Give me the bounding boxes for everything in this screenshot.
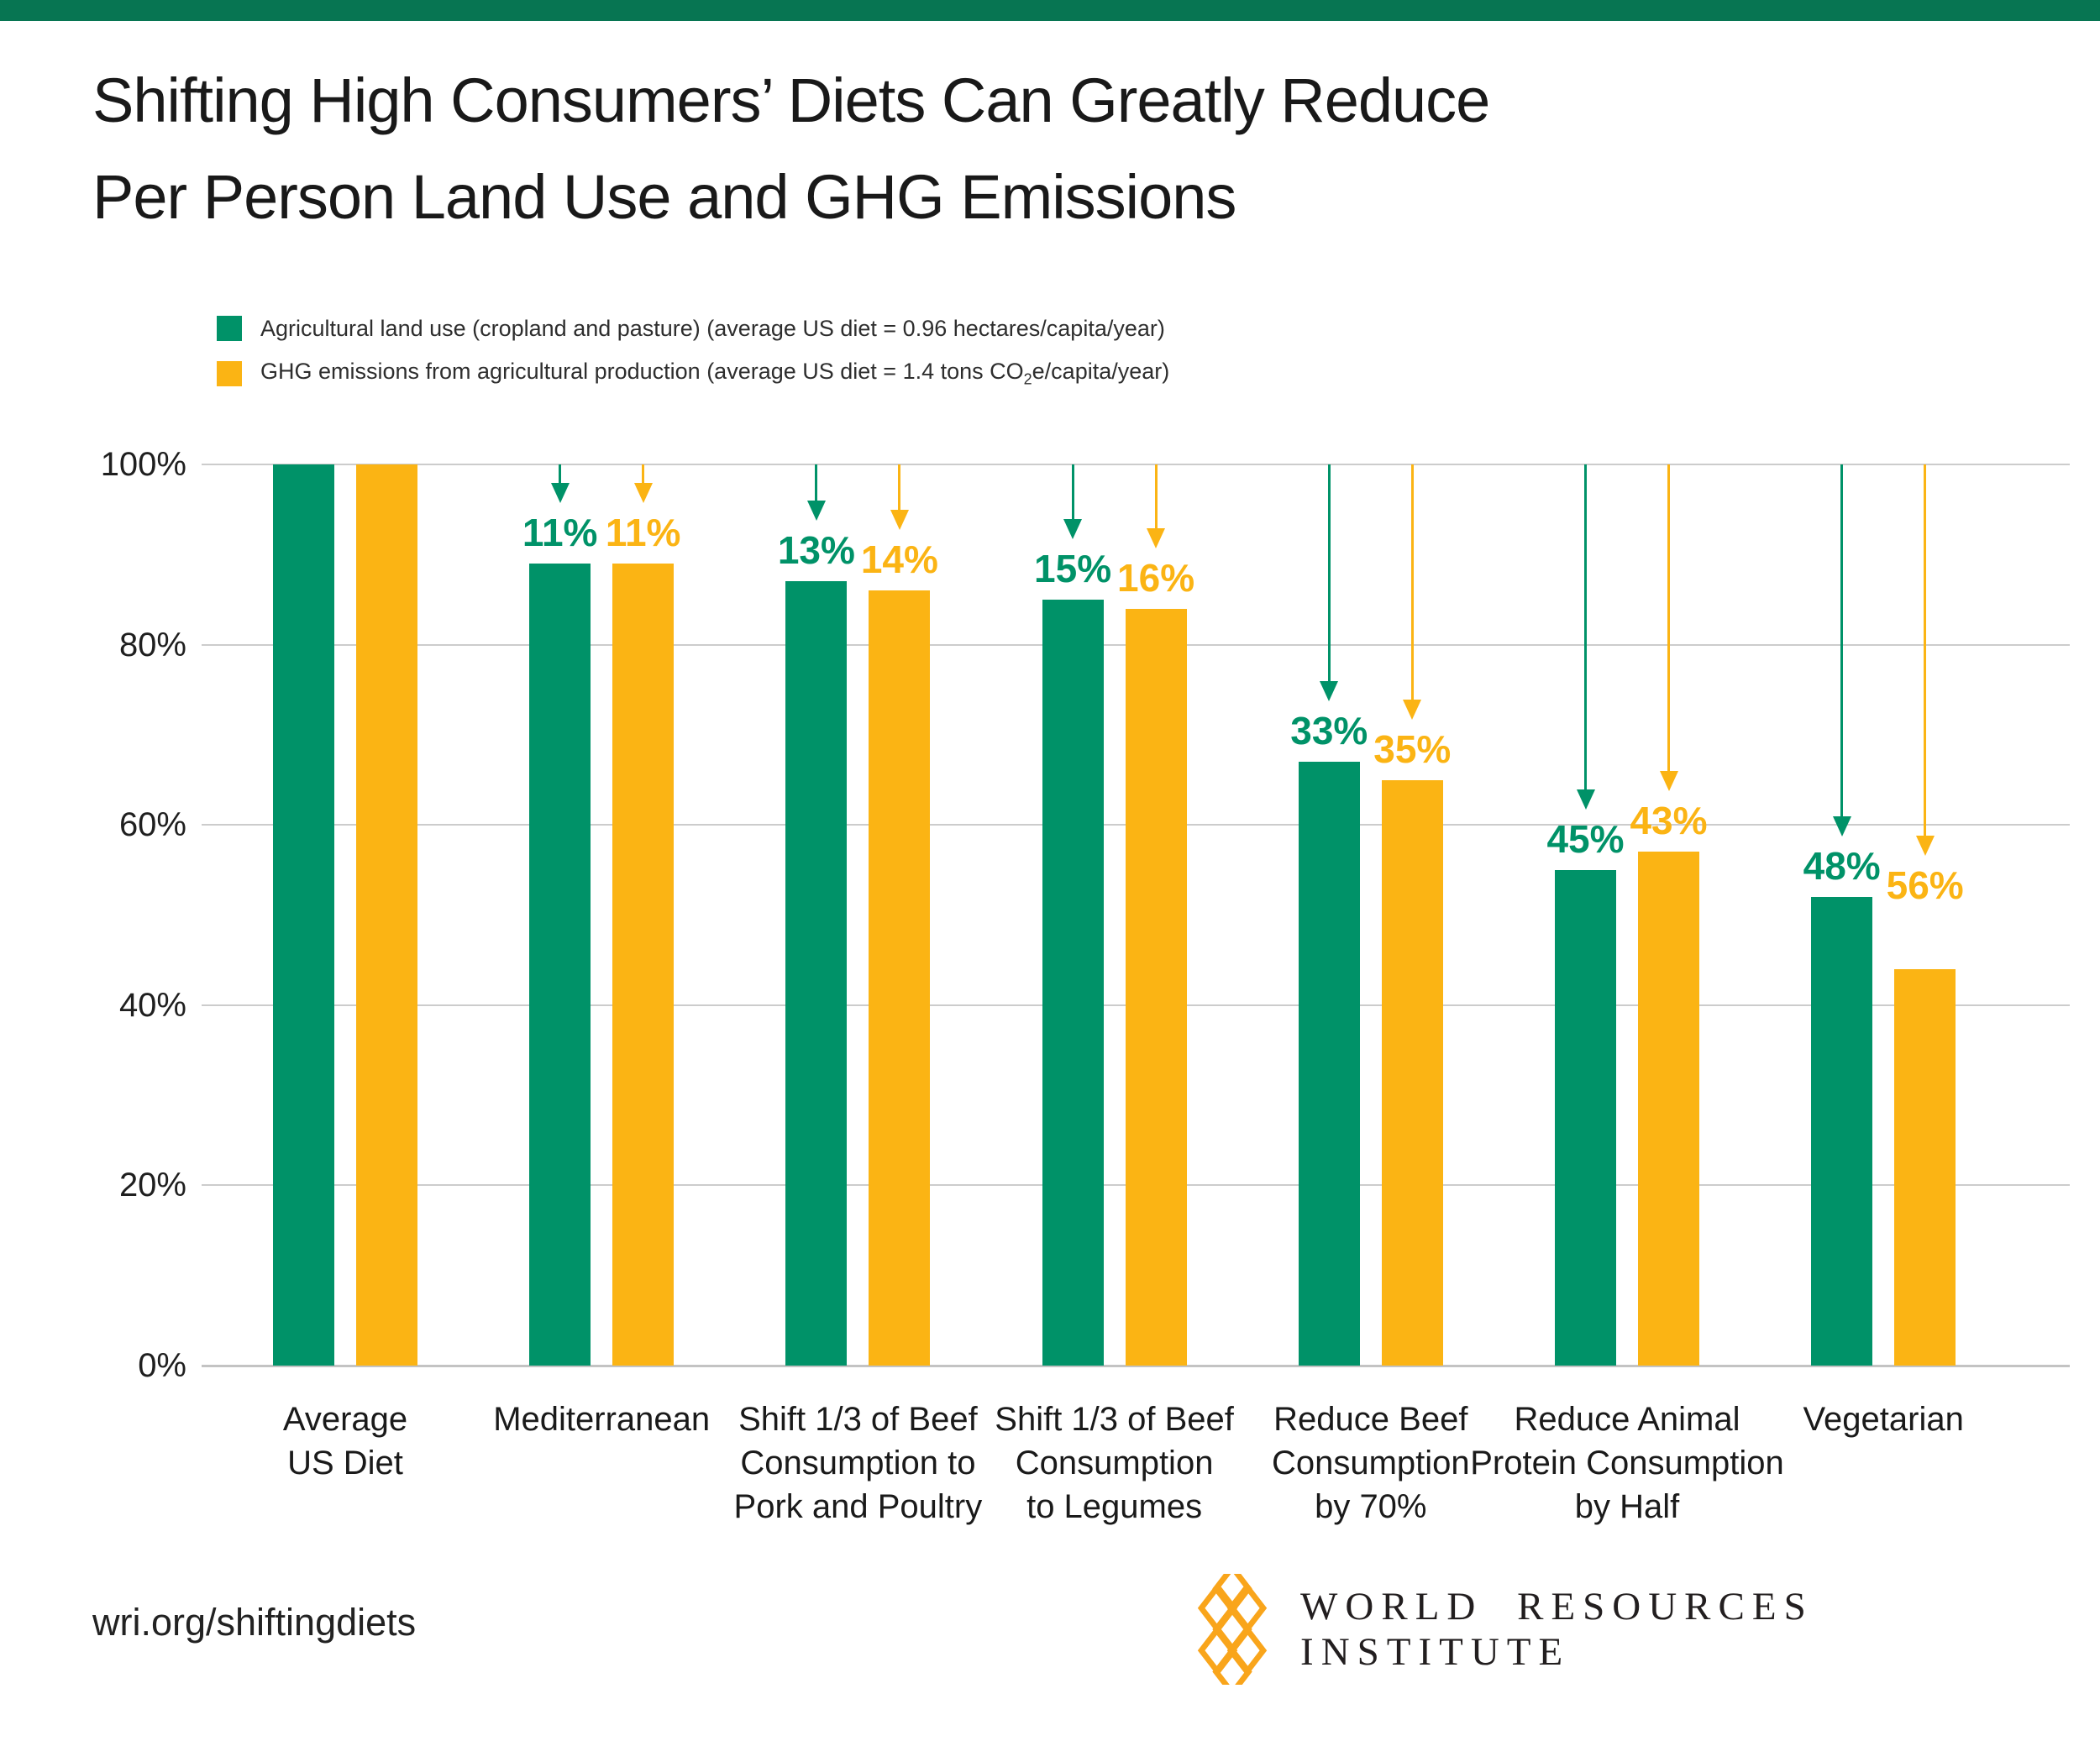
bar-ghg-6 bbox=[1638, 852, 1699, 1366]
bar-ghg-2 bbox=[612, 564, 675, 1366]
reduction-label-35%: 35% bbox=[1373, 726, 1452, 771]
bar-land-use-2 bbox=[529, 564, 591, 1366]
legend-item-land-use: Agricultural land use (cropland and past… bbox=[217, 314, 1169, 343]
y-axis-label-40: 40% bbox=[118, 986, 186, 1024]
bar-land-use-5 bbox=[1298, 762, 1360, 1366]
reduction-arrow-head bbox=[633, 483, 653, 504]
source-url: wri.org/shiftingdiets bbox=[92, 1601, 417, 1644]
category-label-6: Reduce Animal Protein Consumption by Hal… bbox=[1470, 1401, 1784, 1525]
category-label-1: Average US Diet bbox=[282, 1401, 408, 1481]
bar-land-use-7 bbox=[1811, 897, 1873, 1366]
reduction-label-15%: 15% bbox=[1034, 546, 1112, 590]
category-label-2: Mediterranean bbox=[493, 1401, 711, 1438]
reduction-arrow-line bbox=[1154, 464, 1158, 533]
wri-logo: WORLD RESOURCES INSTITUTE bbox=[1194, 1574, 2100, 1685]
reduction-arrow-line bbox=[1327, 464, 1331, 687]
reduction-arrow-head bbox=[1832, 816, 1851, 837]
wri-logo-diamond-icon bbox=[1197, 1574, 1268, 1685]
legend-label-ghg-pre: GHG emissions from agricultural producti… bbox=[260, 359, 1024, 385]
reduction-arrow-line bbox=[642, 464, 645, 489]
reduction-arrow-line bbox=[1667, 464, 1670, 777]
legend-swatch-yellow bbox=[217, 361, 242, 386]
x-axis-baseline bbox=[202, 1365, 2070, 1367]
bar-ghg-1 bbox=[356, 464, 417, 1366]
wri-logo-text: WORLD RESOURCES INSTITUTE bbox=[1300, 1585, 1814, 1674]
reduction-label-16%: 16% bbox=[1117, 555, 1195, 600]
reduction-label-43%: 43% bbox=[1630, 799, 1708, 843]
chart-legend: Agricultural land use (cropland and past… bbox=[217, 314, 1169, 405]
reduction-label-56%: 56% bbox=[1886, 863, 1964, 907]
category-label-3: Shift 1/3 of Beef Consumption to Pork an… bbox=[733, 1401, 983, 1525]
category-label-4: Shift 1/3 of Beef Consumption to Legumes bbox=[995, 1401, 1234, 1525]
top-accent-strip bbox=[0, 0, 2100, 21]
reduction-label-45%: 45% bbox=[1546, 816, 1625, 861]
reduction-arrow-head bbox=[806, 501, 826, 522]
bar-ghg-3 bbox=[869, 590, 931, 1366]
legend-swatch-green bbox=[217, 316, 242, 341]
reduction-arrow-line bbox=[1924, 464, 1927, 841]
reduction-arrow-head bbox=[1147, 527, 1166, 548]
y-axis-label-60: 60% bbox=[118, 806, 186, 844]
reduction-label-11%: 11% bbox=[522, 511, 598, 555]
legend-label-land-use: Agricultural land use (cropland and past… bbox=[260, 315, 1165, 341]
reduction-arrow-head bbox=[1659, 771, 1678, 792]
page-title-line1: Shifting High Consumers’ Diets Can Great… bbox=[92, 66, 1490, 135]
legend-label-ghg: GHG emissions from agricultural producti… bbox=[260, 359, 1169, 388]
reduction-arrow-line bbox=[1071, 464, 1074, 524]
category-label-5: Reduce Beef Consumption by 70% bbox=[1271, 1401, 1470, 1525]
y-axis-label-20: 20% bbox=[118, 1167, 186, 1204]
reduction-arrow-head bbox=[1576, 789, 1595, 810]
page-title-line2: Per Person Land Use and GHG Emissions bbox=[92, 162, 1236, 232]
legend-label-ghg-sub: 2 bbox=[1023, 370, 1032, 388]
bar-land-use-4 bbox=[1042, 599, 1104, 1366]
bar-ghg-4 bbox=[1125, 608, 1187, 1366]
category-label-7: Vegetarian bbox=[1803, 1401, 1964, 1438]
y-axis-label-80: 80% bbox=[118, 626, 186, 663]
legend-item-ghg: GHG emissions from agricultural producti… bbox=[217, 359, 1169, 388]
bar-ghg-5 bbox=[1381, 779, 1443, 1366]
reduction-arrow-head bbox=[890, 510, 909, 531]
reduction-arrow-head bbox=[1320, 681, 1339, 702]
reduction-label-14%: 14% bbox=[860, 538, 938, 582]
reduction-arrow-head bbox=[1915, 835, 1935, 856]
reduction-arrow-line bbox=[815, 464, 818, 506]
legend-label-ghg-post: e/capita/year) bbox=[1032, 359, 1170, 385]
reduction-label-48%: 48% bbox=[1803, 844, 1881, 889]
reduction-arrow-head bbox=[1403, 699, 1422, 720]
page-title: Shifting High Consumers’ Diets Can Great… bbox=[92, 52, 1490, 245]
bar-land-use-1 bbox=[273, 464, 334, 1366]
reduction-arrow-line bbox=[1840, 464, 1844, 822]
bar-land-use-6 bbox=[1555, 869, 1616, 1366]
reduction-label-33%: 33% bbox=[1290, 709, 1368, 753]
reduction-label-11%: 11% bbox=[605, 511, 681, 555]
reduction-arrow-line bbox=[559, 464, 562, 489]
gridline-100 bbox=[202, 464, 2070, 465]
y-axis-label-0: 0% bbox=[138, 1347, 186, 1384]
reduction-label-13%: 13% bbox=[777, 528, 855, 573]
bar-land-use-3 bbox=[785, 581, 848, 1366]
bar-ghg-7 bbox=[1894, 968, 1956, 1366]
reduction-arrow-head bbox=[1063, 518, 1083, 539]
reduction-arrow-head bbox=[550, 483, 570, 504]
reduction-arrow-line bbox=[1584, 464, 1587, 794]
y-axis-label-100: 100% bbox=[100, 446, 186, 483]
reduction-arrow-line bbox=[898, 464, 901, 516]
reduction-arrow-line bbox=[1410, 464, 1414, 705]
